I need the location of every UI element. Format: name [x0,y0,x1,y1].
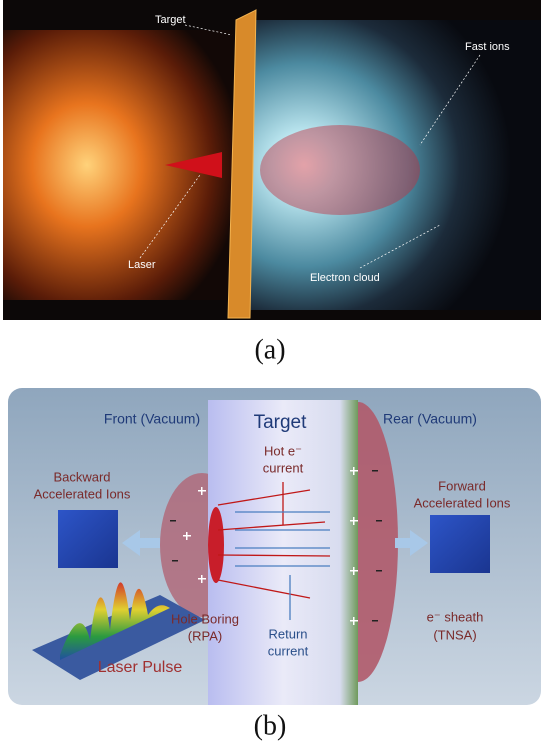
label: Forward [438,478,486,493]
label: Hole Boring [171,611,239,626]
laser-plane [32,595,205,680]
label: e⁻ sheath [427,609,484,624]
label: current [268,643,309,658]
label: Target [254,412,308,433]
label: Accelerated Ions [414,495,511,510]
target [208,400,358,705]
hole-boring [208,507,224,583]
panel-a: Target Fast ions Laser Electron cloud [3,0,541,320]
red-ions [260,125,420,215]
backward-ions-image [58,510,118,568]
return-arrows [235,511,330,620]
label: Laser Pulse [98,659,183,676]
caption: (a) [254,334,285,365]
panel-b: Front (Vacuum) Target Rear (Vacuum) Hot … [8,388,541,705]
label: Hot e⁻ [264,443,302,458]
sheath [358,402,398,682]
caption: (b) [254,710,287,741]
ion-cloud [245,20,541,310]
minus-charges [170,470,382,622]
arrow [395,530,428,556]
target-slab [227,9,257,319]
label: (RPA) [188,628,222,643]
label: Fast ions [465,41,510,53]
label: Front (Vacuum) [104,411,200,427]
label: Laser [128,259,156,271]
label: (TNSA) [433,627,476,642]
arrow [122,530,160,556]
label: Backward [53,469,110,484]
charges [183,467,358,625]
label: Return [268,626,307,641]
leader-lines [139,24,481,269]
label: Rear (Vacuum) [383,411,477,427]
label: Electron cloud [310,272,380,284]
laser-pulse [60,582,170,660]
label: Target [155,14,186,26]
laser-cone [165,152,222,178]
hot-electron-arrows [217,482,331,599]
forward-ions-image [430,515,490,573]
label: current [263,460,304,475]
label: Accelerated Ions [34,486,131,501]
